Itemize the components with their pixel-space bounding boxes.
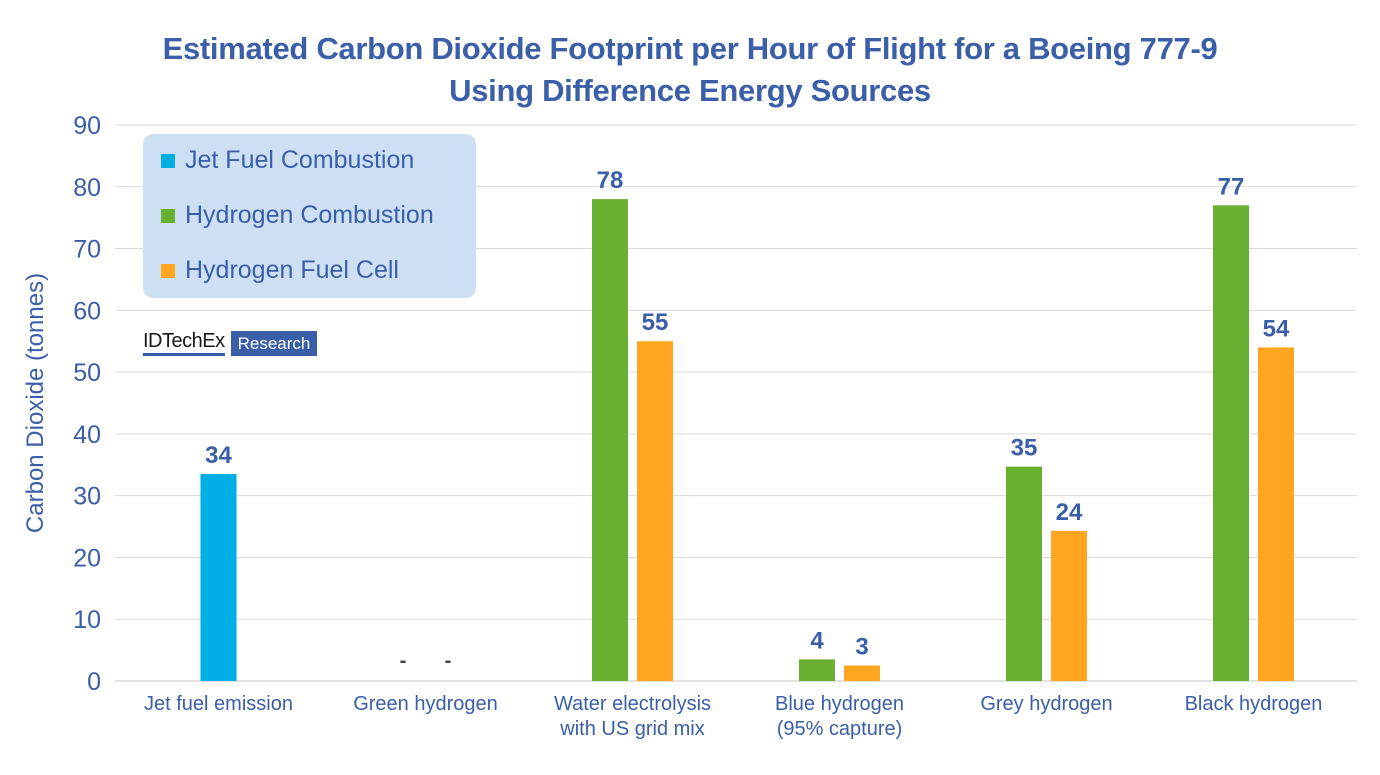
logo-tag: Research bbox=[230, 330, 318, 356]
bar bbox=[1006, 466, 1042, 681]
data-label: 35 bbox=[1011, 435, 1038, 462]
legend-label: Jet Fuel Combustion bbox=[185, 146, 415, 174]
data-label: 55 bbox=[642, 309, 669, 336]
bar bbox=[799, 659, 835, 681]
x-tick-label: Green hydrogen bbox=[353, 693, 498, 715]
bar bbox=[592, 199, 628, 681]
legend-label: Hydrogen Fuel Cell bbox=[185, 256, 399, 284]
y-tick-label: 40 bbox=[73, 421, 101, 449]
legend-swatch-hydrogen-fuel-cell bbox=[161, 263, 175, 278]
legend-item-hydrogen-combustion: Hydrogen Combustion bbox=[161, 201, 434, 230]
x-tick-label: Water electrolysis bbox=[554, 693, 711, 715]
bar bbox=[1213, 205, 1249, 682]
chart-title-line-2: Using Difference Energy Sources bbox=[449, 73, 931, 108]
data-label: 4 bbox=[810, 627, 824, 654]
data-label: 54 bbox=[1263, 315, 1290, 342]
x-tick-label: with US grid mix bbox=[559, 718, 704, 740]
data-label: - bbox=[445, 650, 452, 672]
y-tick-label: 90 bbox=[73, 112, 101, 140]
y-tick-label: 10 bbox=[73, 606, 101, 634]
bar bbox=[1051, 530, 1087, 681]
data-label: 78 bbox=[597, 167, 624, 194]
chart-title: Estimated Carbon Dioxide Footprint per H… bbox=[0, 28, 1380, 112]
legend-item-jet-fuel-combustion: Jet Fuel Combustion bbox=[161, 146, 414, 175]
data-label: 3 bbox=[855, 634, 868, 661]
legend: Jet Fuel Combustion Hydrogen Combustion … bbox=[143, 134, 476, 298]
x-tick-label: (95% capture) bbox=[777, 718, 903, 740]
data-label: - bbox=[400, 650, 407, 672]
bar bbox=[1258, 347, 1294, 681]
y-tick-label: 70 bbox=[73, 236, 101, 264]
legend-label: Hydrogen Combustion bbox=[185, 201, 434, 229]
x-tick-label: Grey hydrogen bbox=[980, 693, 1112, 715]
y-tick-label: 50 bbox=[73, 359, 101, 387]
chart-title-line-1: Estimated Carbon Dioxide Footprint per H… bbox=[162, 31, 1218, 66]
y-tick-label: 0 bbox=[87, 668, 101, 696]
idtechex-logo: IDTechEx Research bbox=[143, 330, 318, 356]
y-tick-label: 20 bbox=[73, 544, 101, 572]
bar bbox=[200, 474, 237, 681]
y-axis-label: Carbon Dioxide (tonnes) bbox=[22, 272, 49, 534]
legend-swatch-jet-fuel bbox=[161, 153, 175, 168]
data-label: 34 bbox=[205, 442, 232, 469]
data-label: 24 bbox=[1056, 499, 1083, 526]
y-tick-label: 80 bbox=[73, 174, 101, 202]
y-tick-label: 30 bbox=[73, 483, 101, 511]
bar bbox=[844, 665, 880, 681]
x-tick-label: Jet fuel emission bbox=[144, 693, 293, 715]
data-label: 77 bbox=[1218, 173, 1245, 200]
logo-name: IDTechEx bbox=[143, 330, 225, 356]
legend-item-hydrogen-fuel-cell: Hydrogen Fuel Cell bbox=[161, 256, 399, 285]
legend-swatch-hydrogen-combustion bbox=[161, 208, 175, 223]
x-tick-label: Blue hydrogen bbox=[775, 693, 904, 715]
bar bbox=[637, 341, 673, 681]
y-tick-label: 60 bbox=[73, 297, 101, 325]
x-tick-label: Black hydrogen bbox=[1185, 693, 1323, 715]
